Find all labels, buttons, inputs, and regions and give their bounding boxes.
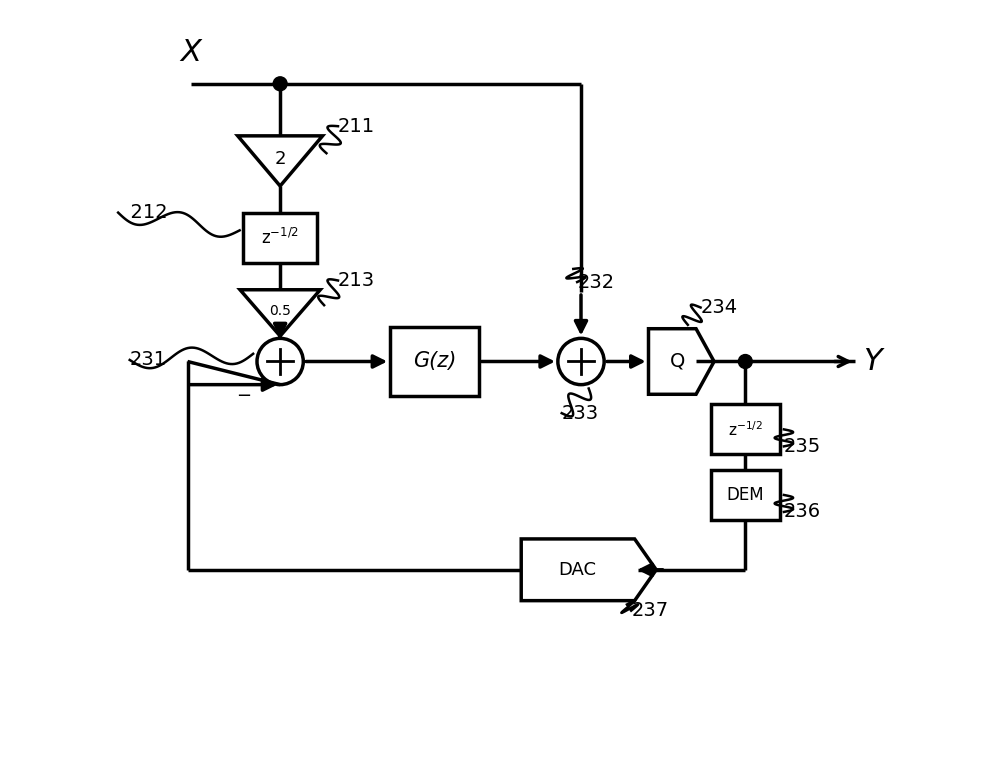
- Text: 233: 233: [562, 404, 599, 423]
- Text: 235: 235: [784, 437, 821, 456]
- Bar: [243, 213, 317, 263]
- Text: z$^{-1/2}$: z$^{-1/2}$: [261, 228, 299, 248]
- Text: $-$: $-$: [236, 385, 251, 403]
- Bar: [390, 327, 479, 396]
- Text: $X$: $X$: [179, 38, 204, 68]
- Text: 211: 211: [338, 117, 375, 136]
- Text: DAC: DAC: [558, 561, 596, 579]
- Text: 212: 212: [118, 203, 168, 222]
- Text: G(z): G(z): [413, 351, 456, 371]
- Text: Q: Q: [670, 352, 685, 371]
- Text: 0.5: 0.5: [269, 304, 291, 318]
- Text: 2: 2: [274, 150, 286, 168]
- Text: 236: 236: [784, 503, 821, 521]
- Text: $Y$: $Y$: [863, 347, 885, 376]
- Circle shape: [738, 354, 752, 368]
- Text: z$^{-1/2}$: z$^{-1/2}$: [728, 420, 763, 439]
- Text: DEM: DEM: [727, 486, 764, 504]
- Text: 232: 232: [577, 273, 614, 291]
- Text: 213: 213: [338, 271, 375, 290]
- Text: 237: 237: [631, 601, 668, 620]
- Text: 234: 234: [701, 298, 738, 317]
- Bar: [711, 404, 780, 455]
- Bar: [711, 470, 780, 520]
- Text: 231: 231: [130, 350, 167, 369]
- Circle shape: [273, 77, 287, 91]
